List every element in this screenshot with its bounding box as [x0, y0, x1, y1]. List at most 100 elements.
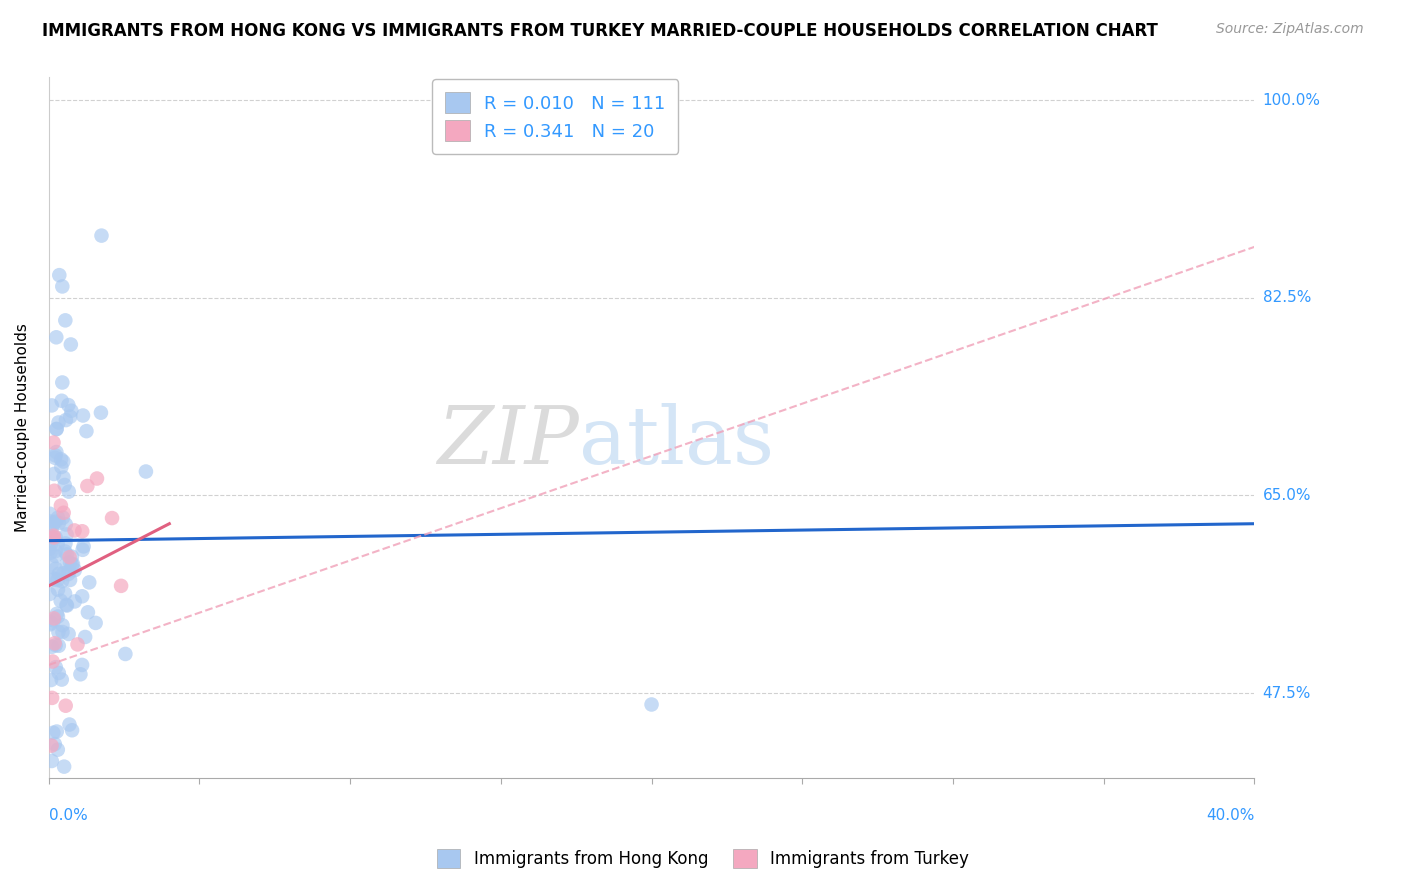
Point — [52, 510, 75, 524]
Point — [42, 528, 65, 542]
Point — [48, 516, 70, 530]
Point — [42, 614, 65, 628]
Point — [45, 530, 67, 544]
Point — [52, 566, 75, 581]
Point — [110, 579, 132, 593]
Point — [55, 527, 77, 541]
Point — [39, 530, 62, 544]
Point — [55, 557, 77, 571]
Point — [58, 550, 80, 565]
Point — [41, 571, 63, 585]
Point — [69, 667, 91, 681]
Point — [75, 424, 97, 438]
Point — [51, 673, 73, 687]
Point — [51, 279, 73, 293]
Point — [48, 625, 70, 640]
Point — [640, 698, 662, 712]
Point — [46, 742, 69, 756]
Point — [41, 531, 63, 545]
Point — [49, 452, 72, 467]
Point — [45, 422, 67, 436]
Point — [101, 511, 124, 525]
Point — [60, 549, 83, 564]
Point — [46, 573, 69, 587]
Text: 82.5%: 82.5% — [1263, 290, 1310, 305]
Text: Source: ZipAtlas.com: Source: ZipAtlas.com — [1216, 22, 1364, 37]
Point — [46, 537, 69, 551]
Point — [53, 313, 76, 327]
Point — [39, 616, 62, 631]
Point — [48, 566, 70, 581]
Point — [45, 330, 67, 344]
Point — [48, 268, 70, 282]
Point — [42, 516, 65, 531]
Point — [44, 483, 66, 498]
Point — [45, 544, 67, 558]
Point — [52, 470, 75, 484]
Point — [55, 413, 77, 427]
Point — [63, 594, 86, 608]
Point — [52, 506, 75, 520]
Point — [59, 556, 82, 570]
Point — [59, 573, 82, 587]
Point — [41, 739, 63, 753]
Text: IMMIGRANTS FROM HONG KONG VS IMMIGRANTS FROM TURKEY MARRIED-COUPLE HOUSEHOLDS CO: IMMIGRANTS FROM HONG KONG VS IMMIGRANTS … — [42, 22, 1159, 40]
Text: 100.0%: 100.0% — [1263, 93, 1320, 108]
Point — [45, 422, 67, 436]
Point — [72, 540, 94, 554]
Point — [59, 409, 82, 424]
Point — [66, 637, 89, 651]
Point — [42, 435, 65, 450]
Point — [77, 605, 100, 619]
Point — [75, 630, 97, 644]
Point — [114, 647, 136, 661]
Point — [70, 589, 93, 603]
Point — [39, 546, 62, 560]
Point — [45, 607, 67, 621]
Point — [41, 519, 63, 533]
Point — [86, 471, 108, 485]
Point — [41, 557, 63, 571]
Y-axis label: Married-couple Households: Married-couple Households — [15, 323, 30, 533]
Point — [55, 536, 77, 550]
Point — [53, 478, 76, 492]
Point — [38, 587, 60, 601]
Point — [60, 403, 83, 417]
Point — [39, 673, 62, 687]
Point — [46, 582, 69, 597]
Point — [55, 698, 77, 713]
Point — [55, 517, 77, 532]
Point — [135, 465, 157, 479]
Point — [49, 499, 72, 513]
Text: 40.0%: 40.0% — [1206, 808, 1254, 823]
Point — [52, 454, 75, 468]
Point — [46, 510, 69, 524]
Legend: Immigrants from Hong Kong, Immigrants from Turkey: Immigrants from Hong Kong, Immigrants fr… — [430, 842, 976, 875]
Point — [59, 337, 82, 351]
Point — [41, 690, 63, 705]
Point — [53, 586, 76, 600]
Point — [70, 524, 93, 539]
Point — [45, 724, 67, 739]
Point — [48, 416, 70, 430]
Point — [46, 609, 69, 624]
Point — [44, 737, 66, 751]
Point — [45, 562, 67, 576]
Text: ZIP: ZIP — [437, 403, 579, 481]
Point — [58, 717, 80, 731]
Point — [51, 376, 73, 390]
Point — [58, 398, 80, 412]
Point — [39, 515, 62, 529]
Point — [44, 636, 66, 650]
Point — [77, 575, 100, 590]
Point — [58, 484, 80, 499]
Point — [42, 531, 65, 545]
Point — [58, 567, 80, 582]
Point — [63, 524, 86, 538]
Point — [58, 564, 80, 578]
Point — [49, 593, 72, 607]
Point — [62, 557, 84, 571]
Point — [42, 725, 65, 739]
Point — [41, 399, 63, 413]
Point — [48, 665, 70, 680]
